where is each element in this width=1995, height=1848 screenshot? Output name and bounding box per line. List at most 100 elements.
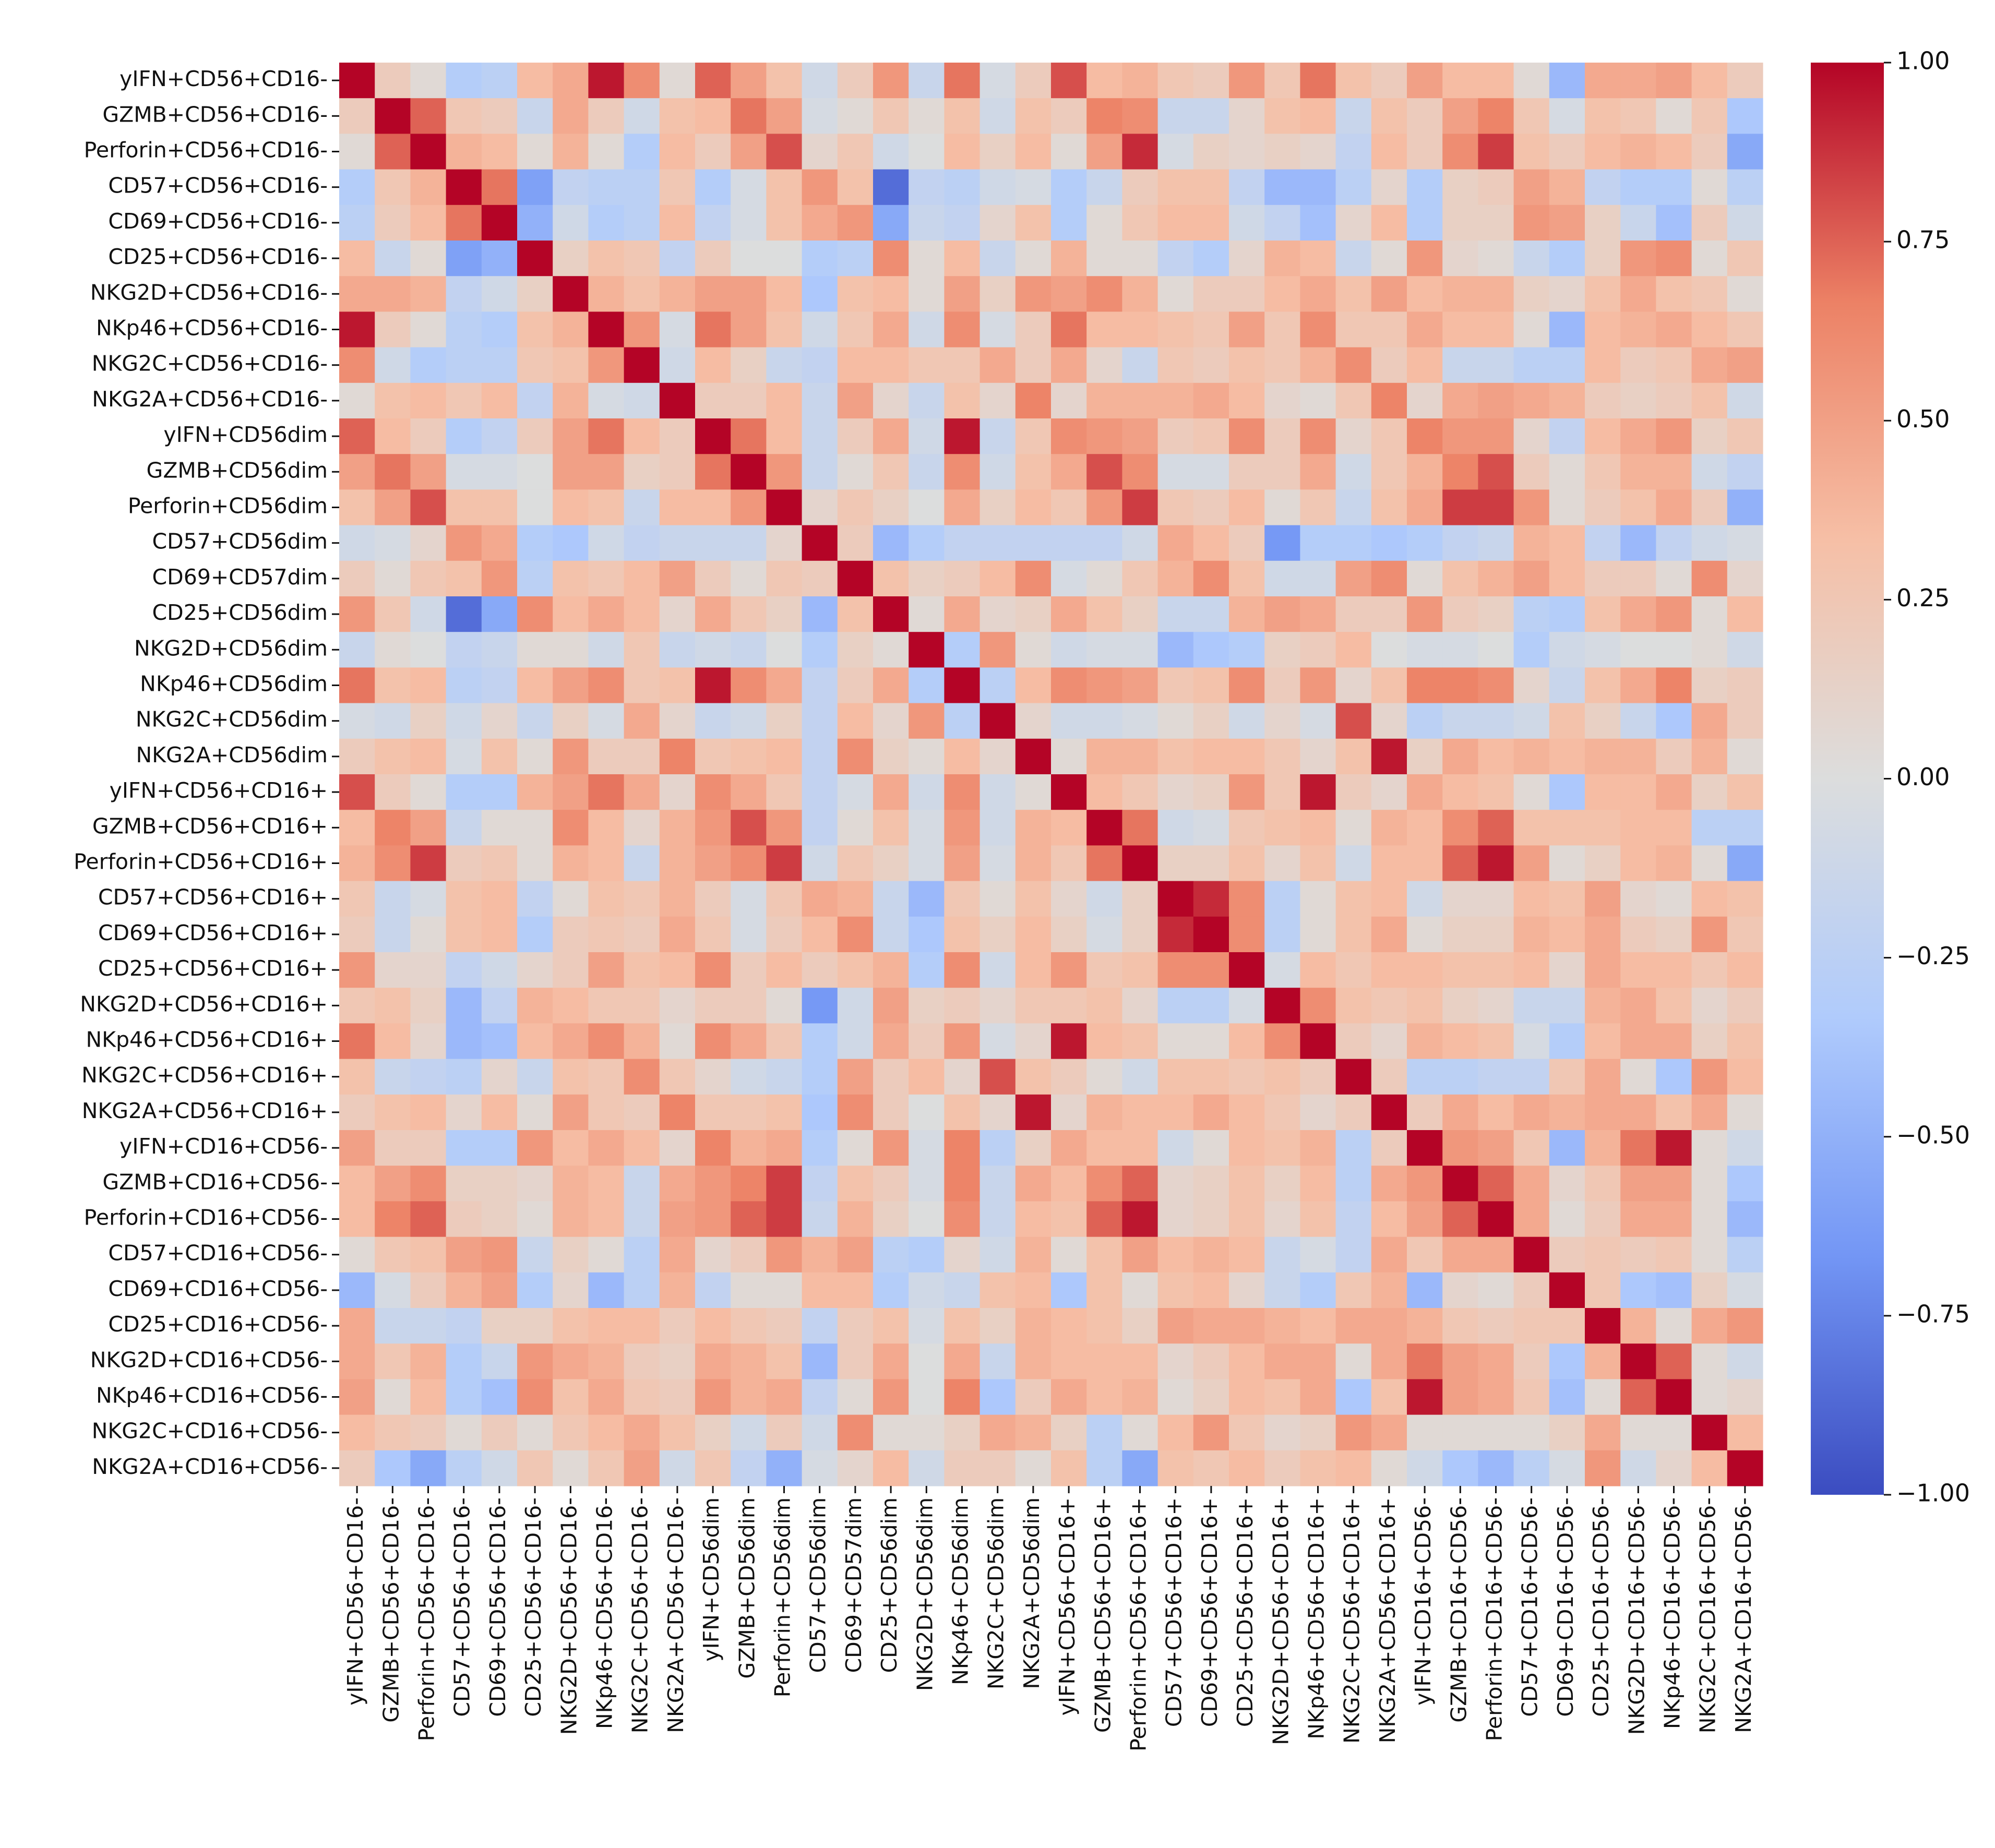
heatmap-cell xyxy=(979,1166,1016,1202)
heatmap-cell xyxy=(339,916,375,953)
heatmap-cell xyxy=(375,98,411,134)
heatmap-cell xyxy=(695,1237,731,1273)
heatmap-cell xyxy=(873,738,909,775)
heatmap-cell xyxy=(944,667,981,704)
heatmap-cell xyxy=(375,205,411,241)
heatmap-cell xyxy=(1727,134,1763,170)
heatmap-cell xyxy=(1157,1414,1194,1451)
heatmap-cell xyxy=(731,667,767,704)
heatmap-cell xyxy=(1371,632,1407,668)
heatmap-cell xyxy=(553,1023,589,1060)
heatmap-cell xyxy=(1513,1272,1550,1309)
column-label: GZMB+CD56dim xyxy=(734,1497,759,1678)
heatmap-cell xyxy=(1513,1130,1550,1166)
heatmap-cell xyxy=(1585,1272,1621,1309)
heatmap-cell xyxy=(1086,1414,1122,1451)
heatmap-cell xyxy=(873,632,909,668)
heatmap-cell xyxy=(1513,738,1550,775)
heatmap-cell xyxy=(446,560,482,597)
heatmap-cell xyxy=(517,489,553,526)
heatmap-cell xyxy=(979,489,1016,526)
heatmap-cell xyxy=(481,810,518,846)
heatmap-cell xyxy=(1478,774,1514,810)
heatmap-cell xyxy=(410,1059,447,1095)
heatmap-cell xyxy=(1478,1343,1514,1379)
heatmap-cell xyxy=(446,738,482,775)
heatmap-cell xyxy=(1229,738,1265,775)
heatmap-cell xyxy=(944,134,981,170)
heatmap-cell xyxy=(1122,1201,1158,1238)
heatmap-cell xyxy=(410,596,447,632)
heatmap-cell xyxy=(553,1272,589,1309)
heatmap-cell xyxy=(837,1023,874,1060)
heatmap-cell xyxy=(375,169,411,206)
heatmap-cell xyxy=(375,454,411,490)
heatmap-cell xyxy=(659,667,696,704)
heatmap-cell xyxy=(1407,241,1443,277)
heatmap-cell xyxy=(731,845,767,882)
heatmap-cell xyxy=(339,1094,375,1131)
heatmap-cell xyxy=(1371,276,1407,312)
heatmap-cell xyxy=(979,952,1016,988)
heatmap-cell xyxy=(339,525,375,561)
heatmap-cell xyxy=(517,1308,553,1344)
heatmap-cell xyxy=(1478,1094,1514,1131)
column-label: CD69+CD57dim xyxy=(841,1497,866,1673)
heatmap-cell xyxy=(375,916,411,953)
heatmap-cell xyxy=(731,881,767,917)
heatmap-cell xyxy=(1015,1023,1052,1060)
heatmap-cell xyxy=(909,667,945,704)
heatmap-cell xyxy=(1656,382,1692,419)
heatmap-cell xyxy=(1691,738,1728,775)
heatmap-cell xyxy=(624,1272,660,1309)
heatmap-cell xyxy=(659,311,696,348)
heatmap-cell xyxy=(481,988,518,1024)
heatmap-cell xyxy=(1157,810,1194,846)
heatmap-cell xyxy=(1727,98,1763,134)
heatmap-cell xyxy=(979,560,1016,597)
heatmap-cell xyxy=(1086,311,1122,348)
heatmap-cell xyxy=(588,810,625,846)
heatmap-cell xyxy=(1051,1308,1087,1344)
heatmap-cell xyxy=(1585,1130,1621,1166)
heatmap-cell xyxy=(1122,774,1158,810)
heatmap-cell xyxy=(1300,810,1336,846)
heatmap-cell xyxy=(1656,489,1692,526)
heatmap-cell xyxy=(1015,774,1052,810)
row-label: Perforin+CD16+CD56- xyxy=(84,1205,328,1230)
heatmap-cell xyxy=(1727,1094,1763,1131)
heatmap-cell xyxy=(1229,632,1265,668)
heatmap-cell xyxy=(837,1201,874,1238)
heatmap-cell xyxy=(1335,881,1372,917)
heatmap-cell xyxy=(1549,205,1585,241)
heatmap-cell xyxy=(1300,1023,1336,1060)
column-label: CD57+CD16+CD56- xyxy=(1518,1497,1543,1717)
heatmap-cell xyxy=(1620,1130,1656,1166)
heatmap-cell xyxy=(979,169,1016,206)
heatmap-cell xyxy=(909,1450,945,1486)
heatmap-cell xyxy=(1157,241,1194,277)
heatmap-cell xyxy=(553,241,589,277)
heatmap-cell xyxy=(446,881,482,917)
heatmap-cell xyxy=(624,952,660,988)
heatmap-cell xyxy=(1407,1237,1443,1273)
heatmap-cell xyxy=(1086,525,1122,561)
heatmap-cell xyxy=(517,205,553,241)
heatmap-cell xyxy=(375,241,411,277)
heatmap-cell xyxy=(944,311,981,348)
heatmap-cell xyxy=(731,98,767,134)
heatmap-cell xyxy=(659,1308,696,1344)
heatmap-cell xyxy=(624,1237,660,1273)
heatmap-cell xyxy=(588,1130,625,1166)
heatmap-cell xyxy=(979,241,1016,277)
heatmap-cell xyxy=(1727,632,1763,668)
heatmap-cell xyxy=(1229,560,1265,597)
column-label: NKG2D+CD16+CD56- xyxy=(1624,1497,1649,1735)
heatmap-cell xyxy=(802,1166,838,1202)
heatmap-cell xyxy=(517,810,553,846)
heatmap-cell xyxy=(695,382,731,419)
heatmap-cell xyxy=(1585,382,1621,419)
heatmap-cell xyxy=(1442,596,1478,632)
heatmap-cell xyxy=(624,1094,660,1131)
